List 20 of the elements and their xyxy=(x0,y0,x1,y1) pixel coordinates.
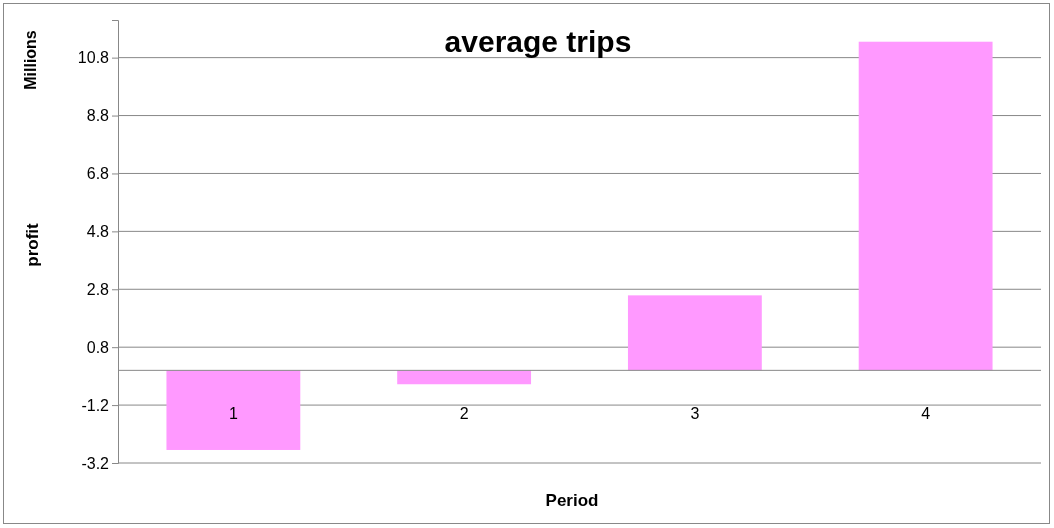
x-tick-label: 3 xyxy=(690,405,700,423)
y-tick-label: 2.8 xyxy=(86,280,110,298)
y-tick-label: 6.8 xyxy=(86,165,110,183)
y-tick-label: -3.2 xyxy=(81,454,110,472)
x-tick-label: 1 xyxy=(228,405,238,423)
x-tick-label: 4 xyxy=(921,405,931,423)
y-tick-label: 8.8 xyxy=(86,107,110,125)
bar xyxy=(397,370,532,385)
bar xyxy=(858,41,993,371)
bar xyxy=(627,295,762,371)
x-axis-title: Period xyxy=(545,491,599,510)
y-tick-label: 10.8 xyxy=(77,49,110,67)
y-tick-label: -1.2 xyxy=(81,396,110,414)
y-tick-label: 0.8 xyxy=(86,338,110,356)
chart-title: average trips xyxy=(444,25,632,58)
bar xyxy=(166,370,301,450)
y-tick-label: 4.8 xyxy=(86,222,110,240)
x-tick-label: 2 xyxy=(459,405,469,423)
text: Millions xyxy=(22,30,39,90)
y-axis-title: profit xyxy=(23,222,42,267)
